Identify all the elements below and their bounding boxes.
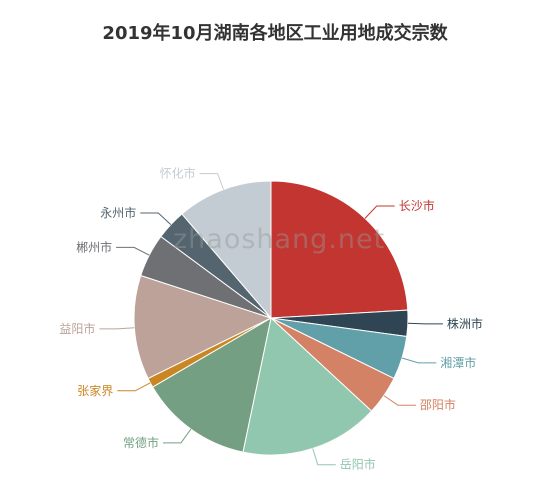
slice-1-label: 株洲市: [447, 316, 483, 331]
slice-3-leader: [383, 395, 416, 406]
watermark: zhaoshang.net: [173, 224, 386, 255]
slice-2-label: 湘潭市: [440, 355, 476, 370]
slice-9-label: 永州市: [100, 205, 136, 220]
slice-8-label: 郴州市: [76, 239, 112, 254]
slice-7-leader: [99, 327, 135, 330]
slice-6-label: 张家界: [77, 383, 113, 398]
slice-0-leader: [364, 205, 395, 219]
slice-3-label: 邵阳市: [420, 397, 456, 412]
slice-4-leader: [312, 448, 336, 466]
slice-4[interactable]: [242, 317, 373, 456]
slice-0-label: 长沙市: [399, 198, 435, 213]
slice-10-label: 怀化市: [160, 166, 196, 181]
slice-8-leader: [116, 246, 150, 256]
chart-title: 2019年10月湖南各地区工业用地成交宗数: [102, 23, 448, 44]
slice-2-leader: [401, 357, 437, 364]
slice-7-label: 益阳市: [59, 321, 95, 336]
slice-1-leader: [407, 322, 443, 325]
slice-7[interactable]: [133, 274, 273, 380]
slice-10-leader: [199, 173, 224, 190]
slice-5-leader: [163, 428, 192, 444]
slice-4-label: 岳阳市: [340, 457, 376, 472]
slice-5-label: 常德市: [123, 435, 159, 450]
slice-6-leader: [117, 382, 151, 392]
slice-9-leader: [140, 212, 172, 225]
